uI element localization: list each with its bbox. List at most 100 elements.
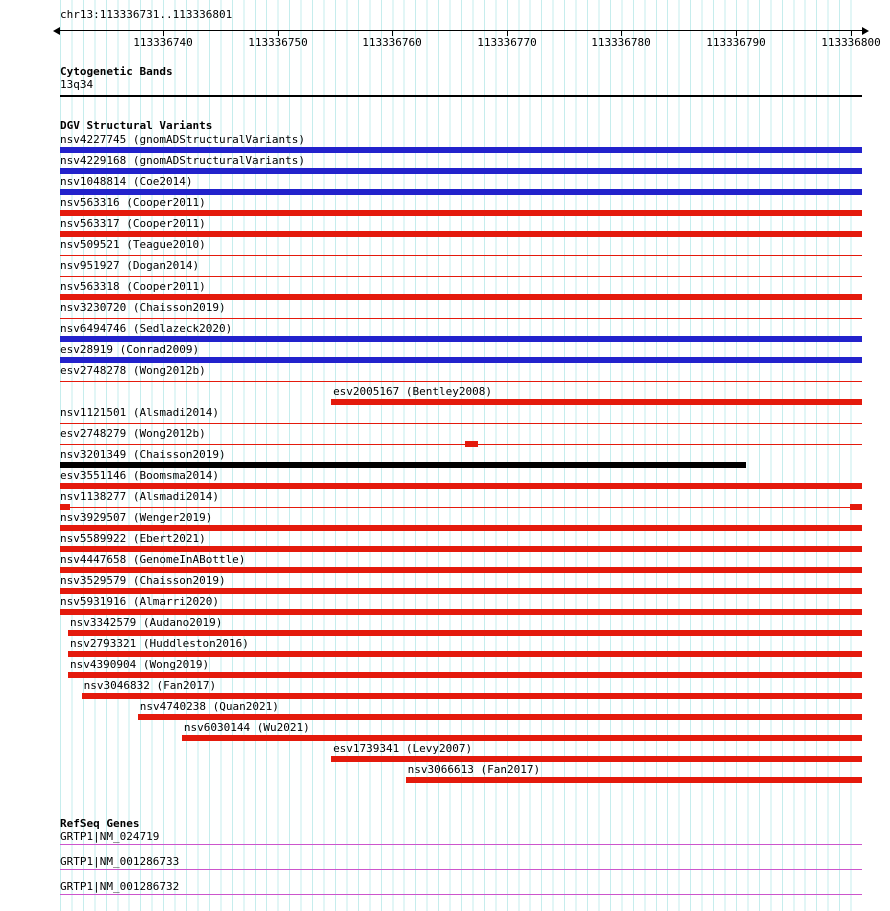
variant-row: nsv2793321 (Huddleston2016) — [60, 638, 862, 659]
variant-bar-segment[interactable] — [60, 231, 862, 237]
variant-label[interactable]: nsv3046832 (Fan2017) — [83, 679, 217, 692]
variant-label[interactable]: nsv1048814 (Coe2014) — [60, 175, 193, 188]
refseq-gene-tracks: GRTP1|NM_024719 GRTP1|NM_001286733 GRTP1|N… — [60, 831, 862, 906]
variant-row: nsv6494746 (Sedlazeck2020) — [60, 323, 862, 344]
variant-bar-segment[interactable] — [60, 444, 862, 445]
variant-label[interactable]: nsv3529579 (Chaisson2019) — [60, 574, 226, 587]
variant-label[interactable]: nsv4447658 (GenomeInABottle) — [60, 553, 246, 566]
variant-row: esv2748278 (Wong2012b) — [60, 365, 862, 386]
variant-bar-segment[interactable] — [465, 441, 478, 447]
variant-label[interactable]: nsv4740238 (Quan2021) — [139, 700, 279, 713]
cytoband-line[interactable] — [60, 95, 862, 97]
variant-row: nsv563318 (Cooper2011) — [60, 281, 862, 302]
variant-label[interactable]: nsv563318 (Cooper2011) — [60, 280, 206, 293]
ruler-right-arrow-icon — [862, 27, 869, 35]
variant-bar-segment[interactable] — [60, 525, 862, 531]
variant-label[interactable]: nsv3201349 (Chaisson2019) — [60, 448, 226, 461]
variant-bar-segment[interactable] — [60, 546, 862, 552]
variant-bar-segment[interactable] — [331, 399, 862, 405]
variant-bar-segment[interactable] — [181, 735, 862, 741]
variant-label[interactable]: nsv4229168 (gnomADStructuralVariants) — [60, 154, 306, 167]
variant-label[interactable]: nsv5589922 (Ebert2021) — [60, 532, 206, 545]
variant-label[interactable]: esv28919 (Conrad2009) — [60, 343, 200, 356]
variant-bar-segment[interactable] — [405, 777, 862, 783]
cytoband-label[interactable]: 13q34 — [60, 78, 94, 91]
variant-bar-segment[interactable] — [60, 276, 862, 277]
variant-row: esv2005167 (Bentley2008) — [60, 386, 862, 407]
variant-bar-segment[interactable] — [60, 507, 862, 508]
variant-bar-segment[interactable] — [60, 189, 862, 195]
ruler-tick — [278, 30, 279, 36]
variant-label[interactable]: esv2005167 (Bentley2008) — [333, 385, 493, 398]
gene-line[interactable] — [60, 869, 862, 870]
gene-row: GRTP1|NM_024719 — [60, 831, 862, 856]
variant-bar-segment[interactable] — [60, 588, 862, 594]
variant-bar-segment[interactable] — [60, 483, 862, 489]
variant-row: nsv4390904 (Wong2019) — [60, 659, 862, 680]
gene-label[interactable]: GRTP1|NM_024719 — [60, 830, 160, 843]
ruler-tick — [621, 30, 622, 36]
variant-row: nsv1138277 (Alsmadi2014) — [60, 491, 862, 512]
dgv-variant-tracks: nsv4227745 (gnomADStructuralVariants) nsv… — [60, 134, 862, 785]
variant-bar-segment[interactable] — [60, 357, 862, 363]
variant-label[interactable]: esv1739341 (Levy2007) — [333, 742, 473, 755]
ruler-tick-label: 113336770 — [477, 36, 537, 49]
variant-bar-segment[interactable] — [60, 168, 862, 174]
variant-label[interactable]: nsv2793321 (Huddleston2016) — [70, 637, 249, 650]
variant-label[interactable]: nsv3230720 (Chaisson2019) — [60, 301, 226, 314]
variant-label[interactable]: nsv3342579 (Audano2019) — [70, 616, 223, 629]
variant-bar-segment[interactable] — [68, 672, 862, 678]
variant-row: nsv3529579 (Chaisson2019) — [60, 575, 862, 596]
variant-label[interactable]: nsv563317 (Cooper2011) — [60, 217, 206, 230]
gene-label[interactable]: GRTP1|NM_001286732 — [60, 880, 180, 893]
variant-row: esv2748279 (Wong2012b) — [60, 428, 862, 449]
variant-label[interactable]: nsv4390904 (Wong2019) — [70, 658, 210, 671]
variant-row: nsv3066613 (Fan2017) — [60, 764, 862, 785]
variant-bar-segment[interactable] — [81, 693, 862, 699]
variant-label[interactable]: nsv1121501 (Alsmadi2014) — [60, 406, 219, 419]
variant-label[interactable]: nsv951927 (Dogan2014) — [60, 259, 200, 272]
variant-row: nsv4227745 (gnomADStructuralVariants) — [60, 134, 862, 155]
variant-bar-segment[interactable] — [60, 462, 746, 468]
variant-row: nsv5931916 (Almarri2020) — [60, 596, 862, 617]
variant-row: nsv6030144 (Wu2021) — [60, 722, 862, 743]
cytoband-section-title: Cytogenetic Bands — [60, 65, 173, 78]
variant-bar-segment[interactable] — [60, 294, 862, 300]
variant-bar-segment[interactable] — [60, 318, 862, 319]
variant-bar-segment[interactable] — [60, 423, 862, 424]
variant-label[interactable]: nsv563316 (Cooper2011) — [60, 196, 206, 209]
variant-bar-segment[interactable] — [60, 147, 862, 153]
variant-bar-segment[interactable] — [68, 651, 862, 657]
variant-label[interactable]: nsv3066613 (Fan2017) — [407, 763, 541, 776]
variant-bar-segment[interactable] — [60, 336, 862, 342]
variant-bar-segment[interactable] — [60, 210, 862, 216]
variant-label[interactable]: nsv509521 (Teague2010) — [60, 238, 206, 251]
variant-label[interactable]: nsv5931916 (Almarri2020) — [60, 595, 219, 608]
gene-line[interactable] — [60, 844, 862, 845]
variant-row: nsv5589922 (Ebert2021) — [60, 533, 862, 554]
variant-bar-segment[interactable] — [137, 714, 862, 720]
variant-bar-segment[interactable] — [60, 504, 71, 510]
variant-bar-segment[interactable] — [60, 609, 862, 615]
gene-row: GRTP1|NM_001286732 — [60, 881, 862, 906]
variant-bar-segment[interactable] — [60, 255, 862, 256]
refseq-section-title: RefSeq Genes — [60, 817, 140, 830]
variant-bar-segment[interactable] — [60, 567, 862, 573]
variant-bar-segment[interactable] — [68, 630, 862, 636]
variant-label[interactable]: esv2748279 (Wong2012b) — [60, 427, 206, 440]
gene-label[interactable]: GRTP1|NM_001286733 — [60, 855, 180, 868]
variant-label[interactable]: esv2748278 (Wong2012b) — [60, 364, 206, 377]
ruler-tick-label: 113336780 — [591, 36, 651, 49]
gene-line[interactable] — [60, 894, 862, 895]
variant-label[interactable]: nsv1138277 (Alsmadi2014) — [60, 490, 219, 503]
variant-bar-segment[interactable] — [849, 504, 862, 510]
ruler-tick-label: 113336760 — [362, 36, 422, 49]
variant-label[interactable]: nsv6030144 (Wu2021) — [183, 721, 310, 734]
variant-label[interactable]: esv3551146 (Boomsma2014) — [60, 469, 219, 482]
variant-bar-segment[interactable] — [60, 381, 862, 382]
variant-label[interactable]: nsv4227745 (gnomADStructuralVariants) — [60, 133, 306, 146]
ruler-left-arrow-icon — [53, 27, 60, 35]
variant-label[interactable]: nsv6494746 (Sedlazeck2020) — [60, 322, 233, 335]
variant-bar-segment[interactable] — [331, 756, 862, 762]
variant-label[interactable]: nsv3929507 (Wenger2019) — [60, 511, 213, 524]
